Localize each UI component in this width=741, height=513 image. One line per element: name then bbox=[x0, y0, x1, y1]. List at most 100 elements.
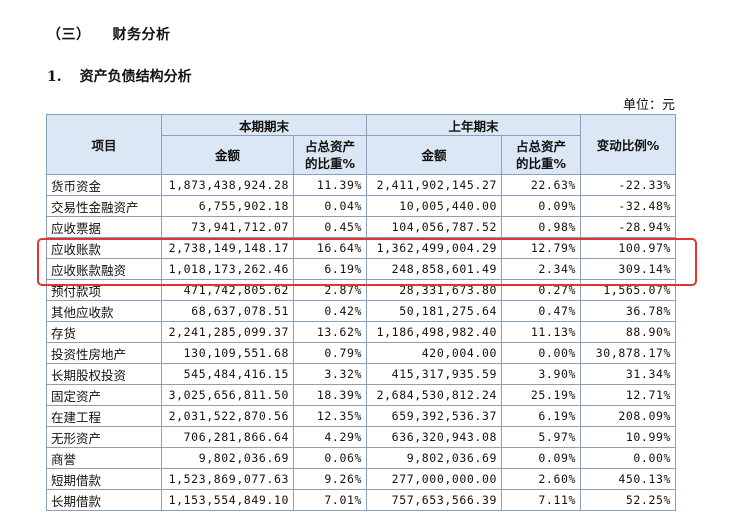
row-current-share: 0.06% bbox=[292, 447, 368, 469]
table-row: 在建工程 2,031,522,870.56 12.35% 659,392,536… bbox=[46, 405, 677, 427]
row-item-name: 应收票据 bbox=[46, 216, 162, 238]
row-current-amount: 2,738,149,148.17 bbox=[161, 237, 294, 259]
section-number: （三） bbox=[47, 27, 91, 43]
row-prior-share: 3.90% bbox=[501, 363, 582, 385]
row-current-share: 0.42% bbox=[292, 300, 368, 322]
row-prior-share: 2.60% bbox=[501, 468, 582, 490]
header-item: 项目 bbox=[46, 114, 162, 175]
table-row: 应收票据 73,941,712.07 0.45% 104,056,787.52 … bbox=[46, 216, 677, 238]
row-current-share: 4.29% bbox=[292, 426, 368, 448]
row-item-name: 预付款项 bbox=[46, 279, 162, 301]
row-item-name: 长期借款 bbox=[46, 489, 162, 511]
header-share-line2: 的比重% bbox=[516, 156, 567, 171]
row-change-ratio: 12.71% bbox=[580, 384, 677, 406]
table-row: 固定资产 3,025,656,811.50 18.39% 2,684,530,8… bbox=[46, 384, 677, 406]
row-item-name: 其他应收款 bbox=[46, 300, 162, 322]
row-prior-amount: 2,411,902,145.27 bbox=[366, 174, 503, 196]
row-item-name: 无形资产 bbox=[46, 426, 162, 448]
table-row: 商誉 9,802,036.69 0.06% 9,802,036.69 0.09%… bbox=[46, 447, 677, 469]
table-header: 项目 本期期末 上年期末 变动比例% 金额 占总资产 的比重% 金额 占总资产 的比… bbox=[46, 114, 677, 175]
row-change-ratio: -22.33% bbox=[580, 174, 677, 196]
table-row: 存货 2,241,285,099.37 13.62% 1,186,498,982… bbox=[46, 321, 677, 343]
sub-heading: 1. 资产负债结构分析 bbox=[47, 66, 192, 86]
row-current-amount: 1,873,438,924.28 bbox=[161, 174, 294, 196]
row-current-amount: 2,031,522,870.56 bbox=[161, 405, 294, 427]
row-prior-amount: 636,320,943.08 bbox=[366, 426, 503, 448]
table-body: 货币资金 1,873,438,924.28 11.39% 2,411,902,1… bbox=[46, 174, 677, 511]
header-prior-year: 上年期末 bbox=[366, 114, 582, 136]
row-current-amount: 1,153,554,849.10 bbox=[161, 489, 294, 511]
header-current-share: 占总资产 的比重% bbox=[292, 135, 368, 175]
row-prior-share: 22.63% bbox=[501, 174, 582, 196]
row-prior-share: 0.09% bbox=[501, 195, 582, 217]
row-current-share: 16.64% bbox=[292, 237, 368, 259]
table-row: 长期借款 1,153,554,849.10 7.01% 757,653,566.… bbox=[46, 489, 677, 511]
row-item-name: 投资性房地产 bbox=[46, 342, 162, 364]
row-current-share: 13.62% bbox=[292, 321, 368, 343]
row-current-amount: 1,018,173,262.46 bbox=[161, 258, 294, 280]
row-item-name: 交易性金融资产 bbox=[46, 195, 162, 217]
row-prior-share: 12.79% bbox=[501, 237, 582, 259]
row-prior-amount: 2,684,530,812.24 bbox=[366, 384, 503, 406]
row-change-ratio: 31.34% bbox=[580, 363, 677, 385]
table-row: 交易性金融资产 6,755,902.18 0.04% 10,005,440.00… bbox=[46, 195, 677, 217]
row-prior-share: 0.00% bbox=[501, 342, 582, 364]
row-prior-amount: 28,331,673.80 bbox=[366, 279, 503, 301]
table-row: 货币资金 1,873,438,924.28 11.39% 2,411,902,1… bbox=[46, 174, 677, 196]
balance-sheet-table: 项目 本期期末 上年期末 变动比例% 金额 占总资产 的比重% 金额 占总资产 的比… bbox=[46, 114, 677, 511]
row-current-share: 12.35% bbox=[292, 405, 368, 427]
row-change-ratio: 52.25% bbox=[580, 489, 677, 511]
row-item-name: 应收账款融资 bbox=[46, 258, 162, 280]
row-prior-share: 0.27% bbox=[501, 279, 582, 301]
row-prior-share: 0.09% bbox=[501, 447, 582, 469]
row-current-amount: 6,755,902.18 bbox=[161, 195, 294, 217]
row-prior-share: 11.13% bbox=[501, 321, 582, 343]
header-share-line1: 占总资产 bbox=[305, 139, 356, 154]
row-current-amount: 68,637,078.51 bbox=[161, 300, 294, 322]
row-current-amount: 73,941,712.07 bbox=[161, 216, 294, 238]
row-prior-amount: 757,653,566.39 bbox=[366, 489, 503, 511]
row-prior-amount: 659,392,536.37 bbox=[366, 405, 503, 427]
table-row: 其他应收款 68,637,078.51 0.42% 50,181,275.64 … bbox=[46, 300, 677, 322]
row-current-share: 11.39% bbox=[292, 174, 368, 196]
row-current-share: 9.26% bbox=[292, 468, 368, 490]
row-item-name: 固定资产 bbox=[46, 384, 162, 406]
row-prior-amount: 420,004.00 bbox=[366, 342, 503, 364]
row-prior-amount: 104,056,787.52 bbox=[366, 216, 503, 238]
row-prior-amount: 1,186,498,982.40 bbox=[366, 321, 503, 343]
row-current-share: 3.32% bbox=[292, 363, 368, 385]
row-change-ratio: 100.97% bbox=[580, 237, 677, 259]
row-change-ratio: 36.78% bbox=[580, 300, 677, 322]
row-change-ratio: 450.13% bbox=[580, 468, 677, 490]
row-item-name: 应收账款 bbox=[46, 237, 162, 259]
row-change-ratio: 0.00% bbox=[580, 447, 677, 469]
row-change-ratio: 208.09% bbox=[580, 405, 677, 427]
row-change-ratio: 1,565.07% bbox=[580, 279, 677, 301]
row-current-share: 2.87% bbox=[292, 279, 368, 301]
table-row: 应收账款融资 1,018,173,262.46 6.19% 248,858,60… bbox=[46, 258, 677, 280]
row-prior-amount: 10,005,440.00 bbox=[366, 195, 503, 217]
row-prior-share: 5.97% bbox=[501, 426, 582, 448]
section-heading: （三） 财务分析 bbox=[47, 24, 171, 44]
header-current-period: 本期期末 bbox=[160, 114, 368, 136]
table-row: 长期股权投资 545,484,416.15 3.32% 415,317,935.… bbox=[46, 363, 677, 385]
row-change-ratio: -32.48% bbox=[580, 195, 677, 217]
header-share-line1: 占总资产 bbox=[516, 139, 567, 154]
row-prior-amount: 50,181,275.64 bbox=[366, 300, 503, 322]
row-item-name: 短期借款 bbox=[46, 468, 162, 490]
row-prior-amount: 277,000,000.00 bbox=[366, 468, 503, 490]
row-current-amount: 545,484,416.15 bbox=[161, 363, 294, 385]
row-prior-share: 0.47% bbox=[501, 300, 582, 322]
header-change-ratio: 变动比例% bbox=[580, 114, 677, 175]
table-row: 无形资产 706,281,866.64 4.29% 636,320,943.08… bbox=[46, 426, 677, 448]
row-current-share: 0.04% bbox=[292, 195, 368, 217]
row-current-amount: 2,241,285,099.37 bbox=[161, 321, 294, 343]
row-prior-share: 0.98% bbox=[501, 216, 582, 238]
row-current-amount: 3,025,656,811.50 bbox=[161, 384, 294, 406]
row-change-ratio: 88.90% bbox=[580, 321, 677, 343]
row-item-name: 货币资金 bbox=[46, 174, 162, 196]
row-prior-share: 7.11% bbox=[501, 489, 582, 511]
row-current-share: 18.39% bbox=[292, 384, 368, 406]
row-change-ratio: 10.99% bbox=[580, 426, 677, 448]
row-prior-amount: 248,858,601.49 bbox=[366, 258, 503, 280]
